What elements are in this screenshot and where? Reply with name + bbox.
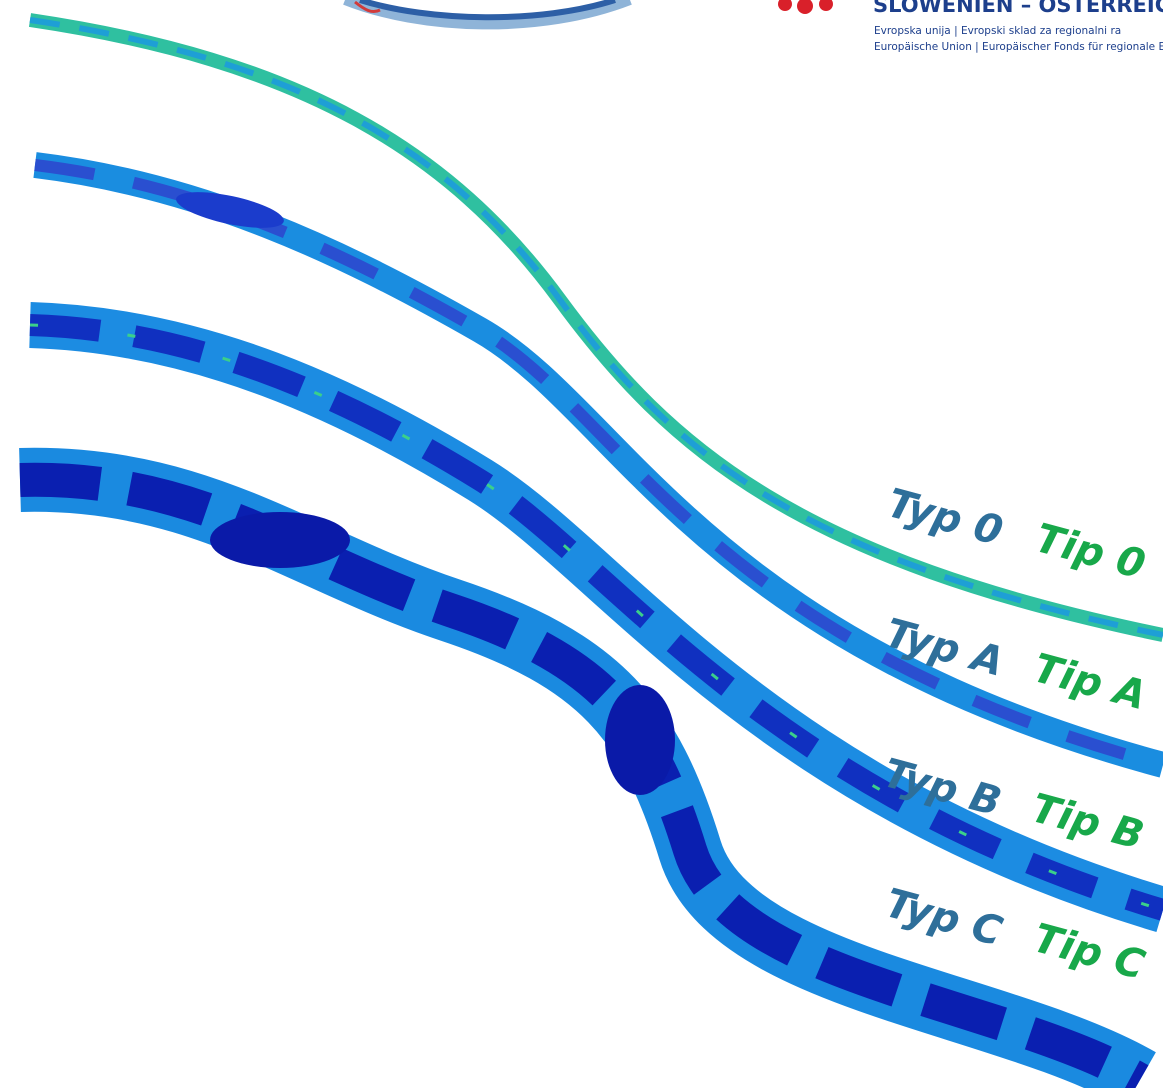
header-line: Europäische Union | Europäischer Fonds f… bbox=[874, 41, 1163, 53]
river-model bbox=[19, 447, 1156, 1088]
logo-dots bbox=[778, 0, 833, 14]
type-label: Tip 0 bbox=[1030, 515, 1150, 588]
type-label: Typ C bbox=[880, 880, 1007, 955]
river-model bbox=[29, 302, 1163, 933]
river-model bbox=[33, 152, 1163, 778]
header-title: SLOWENIEN – OSTERREIC bbox=[873, 0, 1163, 17]
river-model bbox=[28, 13, 1163, 642]
header-line: Evropska unija | Evropski sklad za regio… bbox=[874, 25, 1121, 37]
type-label: Typ 0 bbox=[882, 480, 1007, 555]
type-label: Tip C bbox=[1028, 915, 1149, 989]
type-label: Tip A bbox=[1028, 645, 1151, 719]
logo-swoosh bbox=[343, 0, 632, 30]
